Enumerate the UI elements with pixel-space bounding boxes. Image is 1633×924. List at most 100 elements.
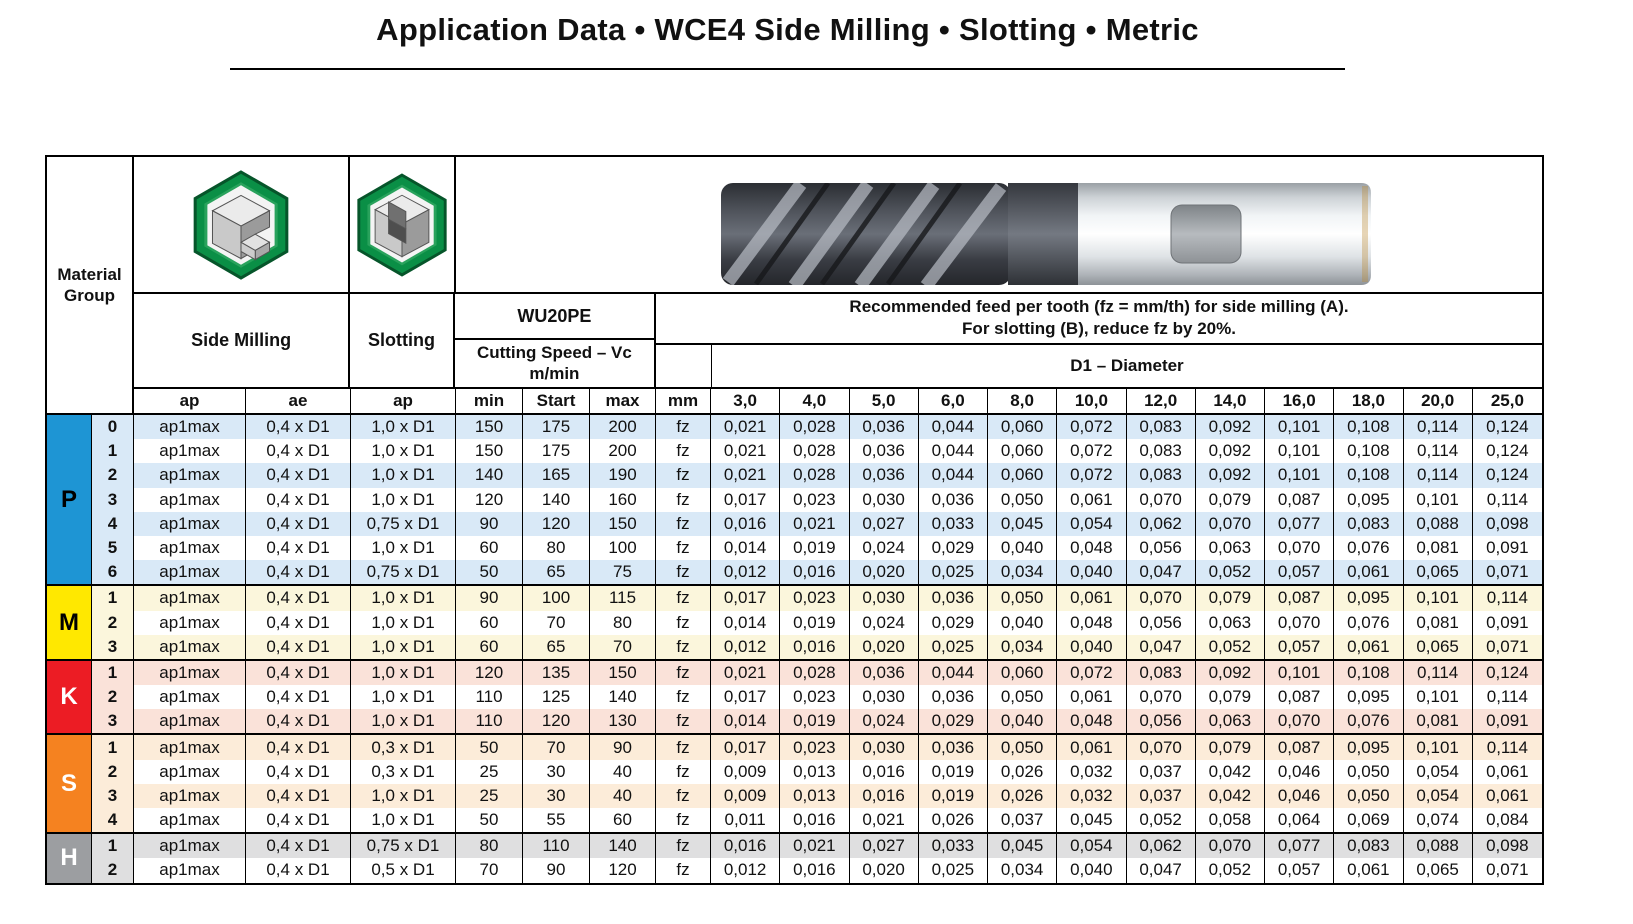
cell-fz-d3,0: 0,021 [711, 463, 781, 488]
cell-ae: 0,4 x D1 [246, 439, 351, 464]
cell-fz-d18,0: 0,095 [1334, 735, 1404, 760]
cell-fz-d4,0: 0,028 [780, 415, 850, 440]
cell-fz-d25,0: 0,114 [1486, 489, 1529, 509]
feed-note: Recommended feed per tooth (fz = mm/th) … [656, 294, 1543, 345]
data-row-H-1: 1 ap1max 0,4 x D1 0,75 x D1 80 110 140 fz 0,016 0… [92, 834, 1542, 859]
material-group-P: P 0 ap1max 0,4 x D1 1,0 x D1 150 175 200 fz 0,021… [47, 415, 1542, 585]
cell-fz-d10,0: 0,032 [1057, 759, 1127, 784]
cell-fz-d16,0: 0,077 [1265, 511, 1335, 536]
cell-fz-d14,0: 0,042 [1196, 759, 1265, 784]
col-header-vc-max: max [590, 389, 656, 413]
cell-fz-d4,0: 0,016 [780, 858, 850, 883]
cell-ap-slotting: 1,0 x D1 [351, 783, 456, 808]
cell-fz-d10,0: 0,061 [1057, 735, 1127, 760]
cell-fz-d20,0: 0,065 [1404, 858, 1473, 883]
cell-fz-d5,0: 0,030 [850, 586, 919, 611]
col-header-d1-8,0: 8,0 [988, 389, 1058, 413]
cell-ap-side-milling: ap1max [134, 586, 246, 611]
cell-vc-min: 50 [456, 735, 523, 760]
cell-ap-slotting: 1,0 x D1 [351, 660, 456, 686]
cell-fz-d10,0: 0,040 [1057, 560, 1127, 585]
cell-fz-d5,0: 0,030 [850, 685, 919, 710]
cell-fz-d10,0: 0,040 [1057, 634, 1127, 659]
cell-fz-d12,0: 0,070 [1127, 685, 1196, 710]
cell-fz-d25,0: 0,091 [1486, 711, 1529, 731]
diameter-header: D1 – Diameter [1070, 355, 1184, 375]
cell-vc-min: 70 [456, 858, 523, 883]
cell-fz-d12,0: 0,070 [1127, 487, 1196, 512]
cell-ap-side-milling: ap1max [134, 858, 246, 883]
cell-fz-d14,0: 0,070 [1196, 834, 1265, 859]
cell-fz-d20,0: 0,088 [1404, 834, 1473, 859]
cell-fz-d8,0: 0,026 [988, 759, 1058, 784]
cell-ae: 0,4 x D1 [246, 660, 351, 686]
cell-fz-d6,0: 0,044 [919, 660, 988, 686]
cell-vc-min: 60 [456, 634, 523, 659]
cell-ap-side-milling: ap1max [134, 487, 246, 512]
cell-fz-d4,0: 0,023 [780, 487, 850, 512]
slotting-icon [350, 157, 456, 292]
cell-fz-d16,0: 0,070 [1265, 709, 1335, 734]
cell-fz-d20,0: 0,074 [1404, 808, 1473, 833]
cell-ap-slotting: 0,75 x D1 [351, 511, 456, 536]
cell-fz-d25,0: 0,124 [1486, 417, 1529, 437]
cell-ae: 0,4 x D1 [246, 709, 351, 734]
col-header-d1-5,0: 5,0 [850, 389, 919, 413]
cell-fz-d18,0: 0,076 [1334, 535, 1404, 561]
cell-fz-d18,0: 0,108 [1334, 415, 1404, 440]
material-group-H: H 1 ap1max 0,4 x D1 0,75 x D1 80 110 140 fz 0,016… [47, 832, 1542, 883]
cell-fz-d10,0: 0,048 [1057, 709, 1127, 734]
cell-subgroup: 1 [92, 834, 134, 859]
cell-vc-max: 130 [590, 709, 656, 734]
cell-fz-unit: fz [656, 858, 711, 883]
cell-vc-start: 55 [523, 808, 590, 833]
cell-fz-unit: fz [656, 759, 711, 784]
cell-fz-d12,0: 0,047 [1127, 560, 1196, 585]
col-header-d1-4,0: 4,0 [780, 389, 850, 413]
cell-fz-unit: fz [656, 560, 711, 585]
cell-vc-start: 120 [523, 709, 590, 734]
cell-fz-d16,0: 0,101 [1265, 660, 1335, 686]
cell-vc-start: 135 [523, 660, 590, 686]
cell-fz-d18,0: 0,095 [1334, 487, 1404, 512]
col-header-d1-12,0: 12,0 [1127, 389, 1196, 413]
cell-ap-side-milling: ap1max [134, 535, 246, 561]
cell-subgroup: 2 [92, 685, 134, 710]
cell-fz-d8,0: 0,040 [988, 535, 1058, 561]
data-row-S-4: 4 ap1max 0,4 x D1 1,0 x D1 50 55 60 fz 0,011 0,01… [92, 808, 1542, 833]
cell-vc-start: 120 [523, 511, 590, 536]
cell-ae: 0,4 x D1 [246, 511, 351, 536]
cell-fz-d10,0: 0,054 [1057, 834, 1127, 859]
cell-fz-d20,0: 0,081 [1404, 535, 1473, 561]
cell-fz-d14,0: 0,092 [1196, 439, 1265, 464]
cell-vc-max: 140 [590, 834, 656, 859]
cell-vc-max: 100 [590, 535, 656, 561]
cell-fz-d14,0: 0,079 [1196, 685, 1265, 710]
cell-fz-d5,0: 0,020 [850, 560, 919, 585]
cell-ap-slotting: 1,0 x D1 [351, 586, 456, 611]
cell-fz-d18,0: 0,095 [1334, 685, 1404, 710]
cell-fz-d6,0: 0,029 [919, 610, 988, 635]
cell-subgroup: 5 [92, 535, 134, 561]
group-letter-badge-H: H [47, 834, 92, 883]
material-group-K: K 1 ap1max 0,4 x D1 1,0 x D1 120 135 150 fz 0,021… [47, 658, 1542, 734]
cell-fz-d3,0: 0,017 [711, 487, 781, 512]
cell-fz-d5,0: 0,020 [850, 858, 919, 883]
cell-vc-max: 200 [590, 439, 656, 464]
cell-ap-side-milling: ap1max [134, 808, 246, 833]
cell-fz-d3,0: 0,021 [711, 660, 781, 686]
cell-fz-d6,0: 0,026 [919, 808, 988, 833]
cell-fz-d14,0: 0,092 [1196, 660, 1265, 686]
cell-fz-d14,0: 0,052 [1196, 858, 1265, 883]
cell-vc-max: 160 [590, 487, 656, 512]
cell-fz-d14,0: 0,070 [1196, 511, 1265, 536]
cell-fz-d3,0: 0,016 [711, 834, 781, 859]
cell-fz-unit: fz [656, 685, 711, 710]
cell-vc-max: 150 [590, 660, 656, 686]
cell-fz-d3,0: 0,017 [711, 685, 781, 710]
cell-fz-unit: fz [656, 610, 711, 635]
cell-ap-slotting: 1,0 x D1 [351, 610, 456, 635]
cell-vc-min: 80 [456, 834, 523, 859]
title-rule [230, 68, 1345, 70]
cell-ap-slotting: 1,0 x D1 [351, 685, 456, 710]
